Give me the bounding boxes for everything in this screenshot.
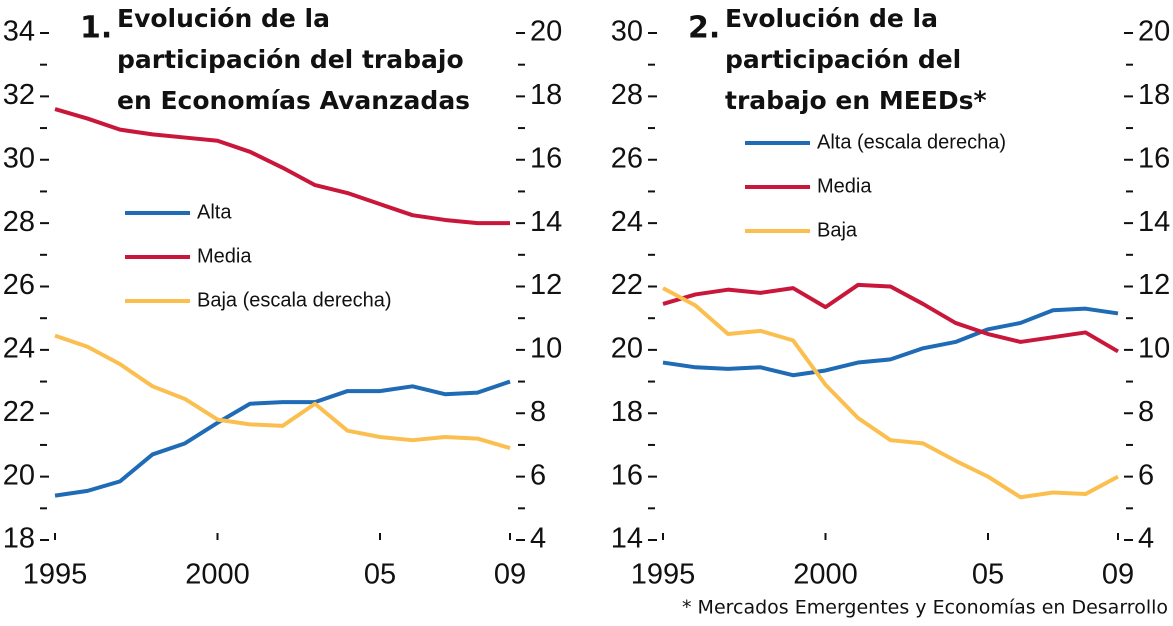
x-tick-label: 05 [972,559,1004,591]
y-tick-label: 26 [3,269,35,301]
y2-tick-label: 20 [530,16,562,48]
legend-label: Media [817,175,872,197]
y2-tick-label: 4 [530,523,546,555]
y2-tick-label: 6 [530,459,546,491]
y-tick-label: 28 [611,79,643,111]
y2-tick-label: 8 [1138,396,1154,428]
series-line [662,286,1119,500]
legend-label: Baja [817,219,858,241]
y2-tick-label: 18 [1138,79,1170,111]
x-tick-label: 05 [364,559,396,591]
y-tick-label: 30 [611,16,643,48]
legend-label: Media [197,245,252,267]
x-tick-label: 09 [494,559,526,591]
chart-title: participación del trabajo [117,45,464,74]
y2-tick-label: 14 [1138,206,1170,238]
y-tick-label: 16 [611,459,643,491]
y2-tick-label: 6 [1138,459,1154,491]
y-tick-label: 24 [3,333,35,365]
y2-tick-label: 12 [1138,269,1170,301]
y-tick-label: 18 [611,396,643,428]
series-line [662,306,1119,378]
y-tick-label: 26 [611,142,643,174]
series-line [662,282,1120,354]
y-tick-label: 34 [3,16,35,48]
chart-title: trabajo en MEEDs* [725,86,987,115]
y2-tick-label: 8 [530,396,546,428]
y-tick-label: 20 [3,459,35,491]
y-tick-label: 32 [3,79,35,111]
chart-title: participación del [725,45,961,74]
y2-tick-label: 14 [530,206,562,238]
y-tick-label: 20 [611,333,643,365]
legend-label: Alta [197,201,232,223]
x-tick-label: 2000 [185,559,250,591]
y2-tick-label: 16 [530,142,562,174]
chart-title: en Economías Avanzadas [117,86,470,115]
y-tick-label: 30 [3,142,35,174]
y-tick-label: 24 [611,206,643,238]
footnote: * Mercados Emergentes y Economías en Des… [682,597,1168,619]
y2-tick-label: 10 [1138,333,1170,365]
y-tick-label: 18 [3,523,35,555]
series-line [54,107,510,226]
x-tick-label: 1995 [23,559,88,591]
y2-tick-label: 18 [530,79,562,111]
panel-number: 2. [688,11,720,46]
legend-label: Alta (escala derecha) [817,131,1006,153]
y2-tick-label: 20 [1138,16,1170,48]
y-tick-label: 22 [3,396,35,428]
y2-tick-label: 16 [1138,142,1170,174]
y-tick-label: 22 [611,269,643,301]
series-line [54,379,511,498]
series-line [54,333,511,451]
legend-label: Baja (escala derecha) [197,289,392,311]
panel-number: 1. [80,11,112,46]
chart-title: Evolución de la [117,4,330,33]
y-tick-label: 14 [611,523,643,555]
x-tick-label: 1995 [631,559,696,591]
y2-tick-label: 4 [1138,523,1154,555]
y2-tick-label: 10 [530,333,562,365]
x-tick-label: 2000 [793,559,858,591]
y-tick-label: 28 [3,206,35,238]
chart-title: Evolución de la [725,4,938,33]
x-tick-label: 09 [1102,559,1134,591]
y2-tick-label: 12 [530,269,562,301]
